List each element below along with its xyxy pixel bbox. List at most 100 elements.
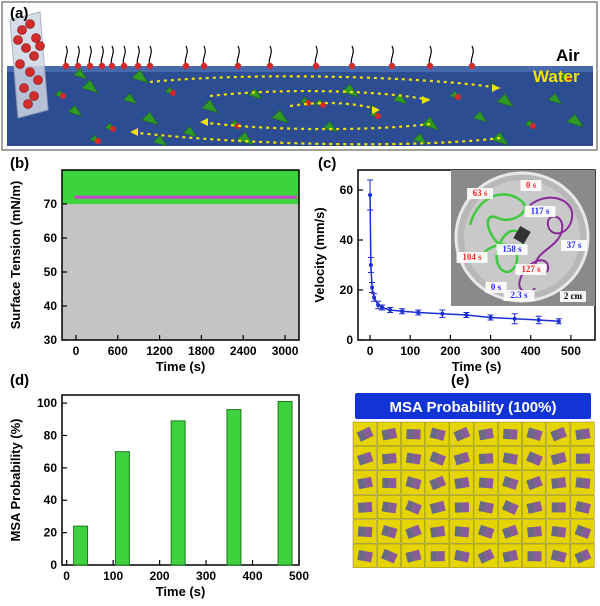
velocity-series — [367, 179, 562, 325]
panel-b: (b) 0 600 1200 1800 2400 3000 30 40 50 60 70 Time… — [8, 155, 300, 374]
x-tick-label: 200 — [150, 569, 170, 583]
msa-particle-left — [478, 453, 487, 464]
msa-particle-left — [501, 499, 513, 512]
green-particle — [547, 93, 563, 105]
inset-label-bg — [560, 291, 586, 302]
inset-label: 2 cm — [564, 291, 583, 301]
msa-particle-left — [551, 502, 559, 513]
x-tick-label: 1800 — [188, 344, 215, 358]
green-particle — [421, 116, 439, 131]
msa-particle-right — [557, 551, 567, 563]
green-particle — [122, 93, 138, 105]
inset-labels: 63 s 0 s 117 s 37 s 158 s 104 s 127 s 0 s 2.3 s 2… — [456, 180, 587, 302]
msa-particle-right — [364, 476, 373, 488]
msa-particle-right — [557, 452, 567, 464]
msa-particle-right — [459, 426, 471, 439]
msa-particle-left — [356, 453, 367, 466]
bar — [226, 409, 242, 566]
msa-title-box — [355, 393, 591, 419]
flow-arrows — [129, 75, 501, 146]
msa-particle-left — [453, 429, 464, 442]
msa-particle-left — [575, 453, 583, 464]
surfactant-head — [182, 62, 190, 70]
bar — [114, 451, 130, 566]
x-tick-label: 400 — [243, 569, 263, 583]
inset-label-bg — [485, 282, 507, 293]
x-tick-label: 200 — [440, 344, 460, 358]
y-tick-label: 0 — [346, 333, 353, 347]
data-point — [488, 315, 493, 320]
msa-particle-left — [550, 453, 560, 466]
msa-particle-right — [362, 426, 374, 439]
msa-particle-right — [533, 526, 542, 537]
msa-particle-left — [406, 429, 414, 440]
msa-title: MSA Probability (100%) — [390, 399, 557, 416]
x-axis-label-b: Time (s) — [156, 359, 206, 374]
green-particle — [152, 135, 168, 147]
msa-particle-right — [437, 525, 446, 537]
particle-marker — [513, 225, 531, 245]
inset-label: 104 s — [462, 252, 482, 262]
msa-particle-right — [461, 502, 470, 513]
container-ball — [21, 43, 31, 53]
data-point — [512, 316, 517, 321]
data-point — [293, 195, 298, 199]
msa-particle-left — [430, 551, 438, 562]
surfactant-head — [348, 62, 356, 70]
msa-particle-left — [502, 551, 512, 563]
probability-bars — [73, 400, 293, 566]
msa-particle-left — [453, 453, 464, 466]
y-tick-label: 80 — [44, 428, 58, 442]
msa-particle-right — [436, 500, 446, 513]
msa-particle-right — [581, 502, 591, 514]
data-point — [536, 318, 541, 322]
msa-particle-left — [574, 524, 585, 537]
bar — [73, 525, 89, 566]
y-axis-label-d: MSA Probability (%) — [8, 418, 23, 541]
msa-particle-left — [526, 478, 537, 491]
msa-particle-right — [580, 548, 592, 561]
msa-particle-right — [581, 527, 592, 539]
inset-label: 0 s — [491, 282, 502, 292]
container-ball — [31, 33, 41, 43]
surfactant-head — [388, 62, 396, 70]
msa-particle-left — [357, 478, 367, 490]
surfactant-head — [312, 62, 320, 70]
x-tick-label: 1200 — [146, 344, 173, 358]
msa-particle-left — [356, 429, 368, 442]
msa-particle-right — [437, 551, 445, 562]
msa-particle-left — [405, 476, 415, 488]
x-ticks-b: 0 600 1200 1800 2400 3000 — [73, 335, 299, 358]
msa-particle-left — [381, 525, 391, 537]
data-point — [220, 195, 224, 199]
flow-arrowhead — [200, 118, 208, 126]
container-ball — [19, 83, 29, 93]
x-tick-label: 3000 — [272, 344, 299, 358]
container-ball — [17, 25, 27, 35]
green-particle — [392, 93, 408, 105]
msa-particle-left — [454, 526, 463, 537]
msa-particle-right — [532, 453, 543, 466]
msa-particle-left — [575, 429, 584, 441]
green-particle — [341, 83, 359, 98]
container-ball — [13, 35, 23, 45]
msa-particle-right — [510, 429, 518, 440]
particle-head — [60, 93, 66, 99]
msa-particle-right — [484, 527, 495, 539]
water-particles — [54, 68, 584, 147]
y-tick-label: 70 — [44, 197, 58, 211]
msa-particle-left — [382, 477, 390, 488]
surfactant-head — [86, 62, 94, 70]
msa-particle-right — [508, 524, 519, 537]
x-tick-label: 300 — [481, 344, 501, 358]
msa-particle-right — [558, 477, 567, 488]
msa-particle-left — [381, 429, 391, 441]
y-tick-label: 20 — [44, 526, 58, 540]
data-point — [199, 195, 204, 199]
green-particle — [412, 133, 428, 145]
x-tick-label: 300 — [196, 569, 216, 583]
msa-particle-left — [381, 453, 390, 465]
msa-particle-left — [405, 551, 415, 563]
msa-particle-left — [405, 527, 416, 539]
msa-particle-right — [460, 551, 470, 563]
